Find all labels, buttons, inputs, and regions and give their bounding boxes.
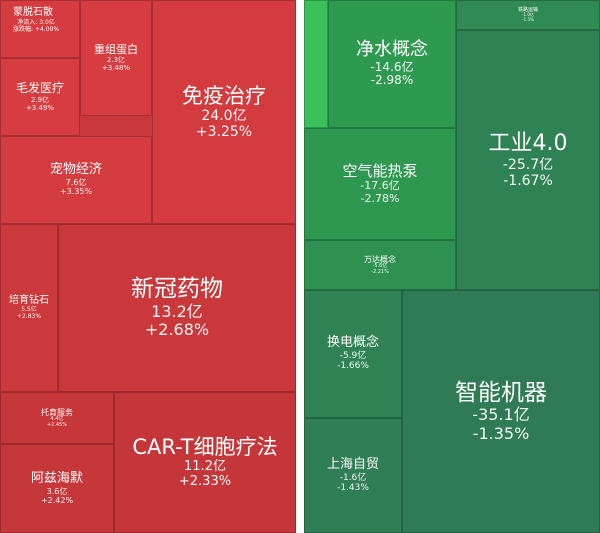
tile-name: 换电概念 xyxy=(326,335,379,351)
stat-value: 3.0亿 xyxy=(39,18,55,26)
tile-name: 蒙脱石散 xyxy=(13,7,53,18)
tile-percent: -1.43% xyxy=(337,482,369,493)
tile-intelligent-machines[interactable]: 智能机器 -35.1亿 -1.35% xyxy=(402,290,600,533)
tile-car-t-cell-therapy[interactable]: CAR-T细胞疗法 11.2亿 +2.33% xyxy=(114,392,296,533)
tile-childcare-services[interactable]: 托育服务 4.4亿 +2.45% xyxy=(0,392,114,444)
tile-percent: -1.67% xyxy=(503,172,553,189)
tile-percent: -1.66% xyxy=(337,361,369,372)
left-treemap-panel: 蒙脱石散 净流入: 3.0亿 涨跌幅: +4.09% 重组蛋白 2.3亿 +3.… xyxy=(0,0,296,533)
tile-percent: +2.68% xyxy=(144,320,210,340)
tile-value: 11.2亿 xyxy=(184,458,226,474)
tile-percent: +2.83% xyxy=(16,312,42,320)
tile-alzheimers[interactable]: 阿兹海默 3.6亿 +2.42% xyxy=(0,444,114,533)
tile-percent: +3.49% xyxy=(25,103,55,112)
tile-water-purification[interactable]: 净水概念 -14.6亿 -2.98% xyxy=(328,0,456,128)
tile-pet-economy[interactable]: 宠物经济 7.6亿 +3.35% xyxy=(0,136,152,224)
tile-bright-green-1[interactable] xyxy=(304,0,328,128)
tile-percent: -2.21% xyxy=(371,268,389,275)
tile-percent: +3.35% xyxy=(59,187,93,197)
tile-name: 铁路运输 xyxy=(517,6,538,13)
tile-value: 2.3亿 xyxy=(106,56,126,65)
tile-value: 4.4亿 xyxy=(50,415,64,422)
tile-value: -1.0亿 xyxy=(522,12,534,18)
tile-industry-4-0[interactable]: 工业4.0 -25.7亿 -1.67% xyxy=(456,30,600,290)
tile-value: -25.7亿 xyxy=(502,156,554,173)
tile-wanda-concept[interactable]: 万达概念 -5.6亿 -2.21% xyxy=(304,240,456,290)
tile-battery-swap[interactable]: 换电概念 -5.9亿 -1.66% xyxy=(304,290,402,418)
tile-name: 新冠药物 xyxy=(131,276,223,303)
tile-value: -1.6亿 xyxy=(339,472,367,483)
tile-name: 毛发医疗 xyxy=(15,81,64,96)
tile-hair-medical[interactable]: 毛发医疗 2.9亿 +3.49% xyxy=(0,58,80,136)
tile-cultivated-diamond[interactable]: 培育钻石 5.5亿 +2.83% xyxy=(0,224,58,392)
tile-value: -5.6亿 xyxy=(372,262,388,269)
tile-name: 工业4.0 xyxy=(488,131,568,157)
tile-shanghai-ftz[interactable]: 上海自贸 -1.6亿 -1.43% xyxy=(304,418,402,533)
tile-percent: +2.33% xyxy=(178,473,232,489)
tile-percent: -1.35% xyxy=(472,423,530,443)
tile-value: 3.6亿 xyxy=(46,486,68,496)
tile-value: 5.5亿 xyxy=(21,305,37,313)
tile-name: 托育服务 xyxy=(41,407,73,417)
tile-percent: -1.5% xyxy=(522,16,534,22)
tile-percent: +3.25% xyxy=(195,124,253,141)
tile-value: 2.9亿 xyxy=(30,95,50,104)
tile-name: 智能机器 xyxy=(455,379,547,406)
tile-percent: -2.78% xyxy=(360,191,400,205)
tile-name: 阿兹海默 xyxy=(30,470,83,486)
tile-value: 13.2亿 xyxy=(151,301,203,321)
right-treemap-panel: 净水概念 -14.6亿 -2.98% 铁路运输 -1.0亿 -1.5% 空气能热… xyxy=(304,0,600,533)
tile-name: 重组蛋白 xyxy=(94,42,138,56)
tile-value: 7.6亿 xyxy=(65,178,87,188)
tile-name: 上海自贸 xyxy=(326,456,379,472)
tile-percent: +2.45% xyxy=(46,421,68,428)
tile-covid-drugs[interactable]: 新冠药物 13.2亿 +2.68% xyxy=(58,224,296,392)
tile-name: CAR-T细胞疗法 xyxy=(132,435,278,460)
stat-label: 涨跌幅: xyxy=(13,26,34,34)
tile-name: 净水概念 xyxy=(356,38,428,60)
stat-label: 净流入: xyxy=(17,18,38,26)
tile-name: 培育钻石 xyxy=(9,295,49,307)
tile-air-energy-heat-pump[interactable]: 空气能热泵 -17.6亿 -2.78% xyxy=(304,128,456,240)
tile-stats: 净流入: 3.0亿 涨跌幅: +4.09% xyxy=(13,19,59,35)
tile-name: 宠物经济 xyxy=(49,162,102,178)
tile-value: 24.0亿 xyxy=(201,107,247,124)
tile-railway-transport[interactable]: 铁路运输 -1.0亿 -1.5% xyxy=(456,0,600,30)
tile-value: -17.6亿 xyxy=(360,178,400,192)
tile-immunotherapy[interactable]: 免疫治疗 24.0亿 +3.25% xyxy=(152,0,296,224)
tile-montmorillonite[interactable]: 蒙脱石散 净流入: 3.0亿 涨跌幅: +4.09% xyxy=(0,0,80,58)
tile-percent: -2.98% xyxy=(370,73,414,88)
tile-value: -5.9亿 xyxy=(339,351,367,362)
tile-percent: +2.42% xyxy=(40,495,74,505)
stat-value: +4.09% xyxy=(34,26,60,34)
tile-recombinant-protein[interactable]: 重组蛋白 2.3亿 +3.48% xyxy=(80,0,152,116)
tile-value: -14.6亿 xyxy=(370,59,414,74)
tile-percent: +3.48% xyxy=(101,64,131,73)
tile-value: -35.1亿 xyxy=(472,405,530,425)
tile-name: 万达概念 xyxy=(364,254,396,264)
tile-name: 免疫治疗 xyxy=(182,83,266,108)
tile-name: 空气能热泵 xyxy=(342,161,418,180)
